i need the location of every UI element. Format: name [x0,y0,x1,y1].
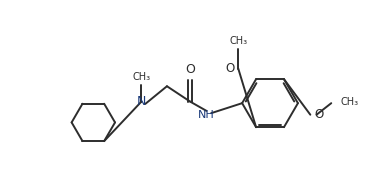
Text: NH: NH [198,110,215,120]
Text: O: O [185,63,195,76]
Text: O: O [314,108,324,121]
Text: O: O [225,62,235,75]
Text: CH₃: CH₃ [341,97,359,107]
Text: CH₃: CH₃ [132,72,151,82]
Text: CH₃: CH₃ [229,36,247,46]
Text: N: N [137,95,146,108]
